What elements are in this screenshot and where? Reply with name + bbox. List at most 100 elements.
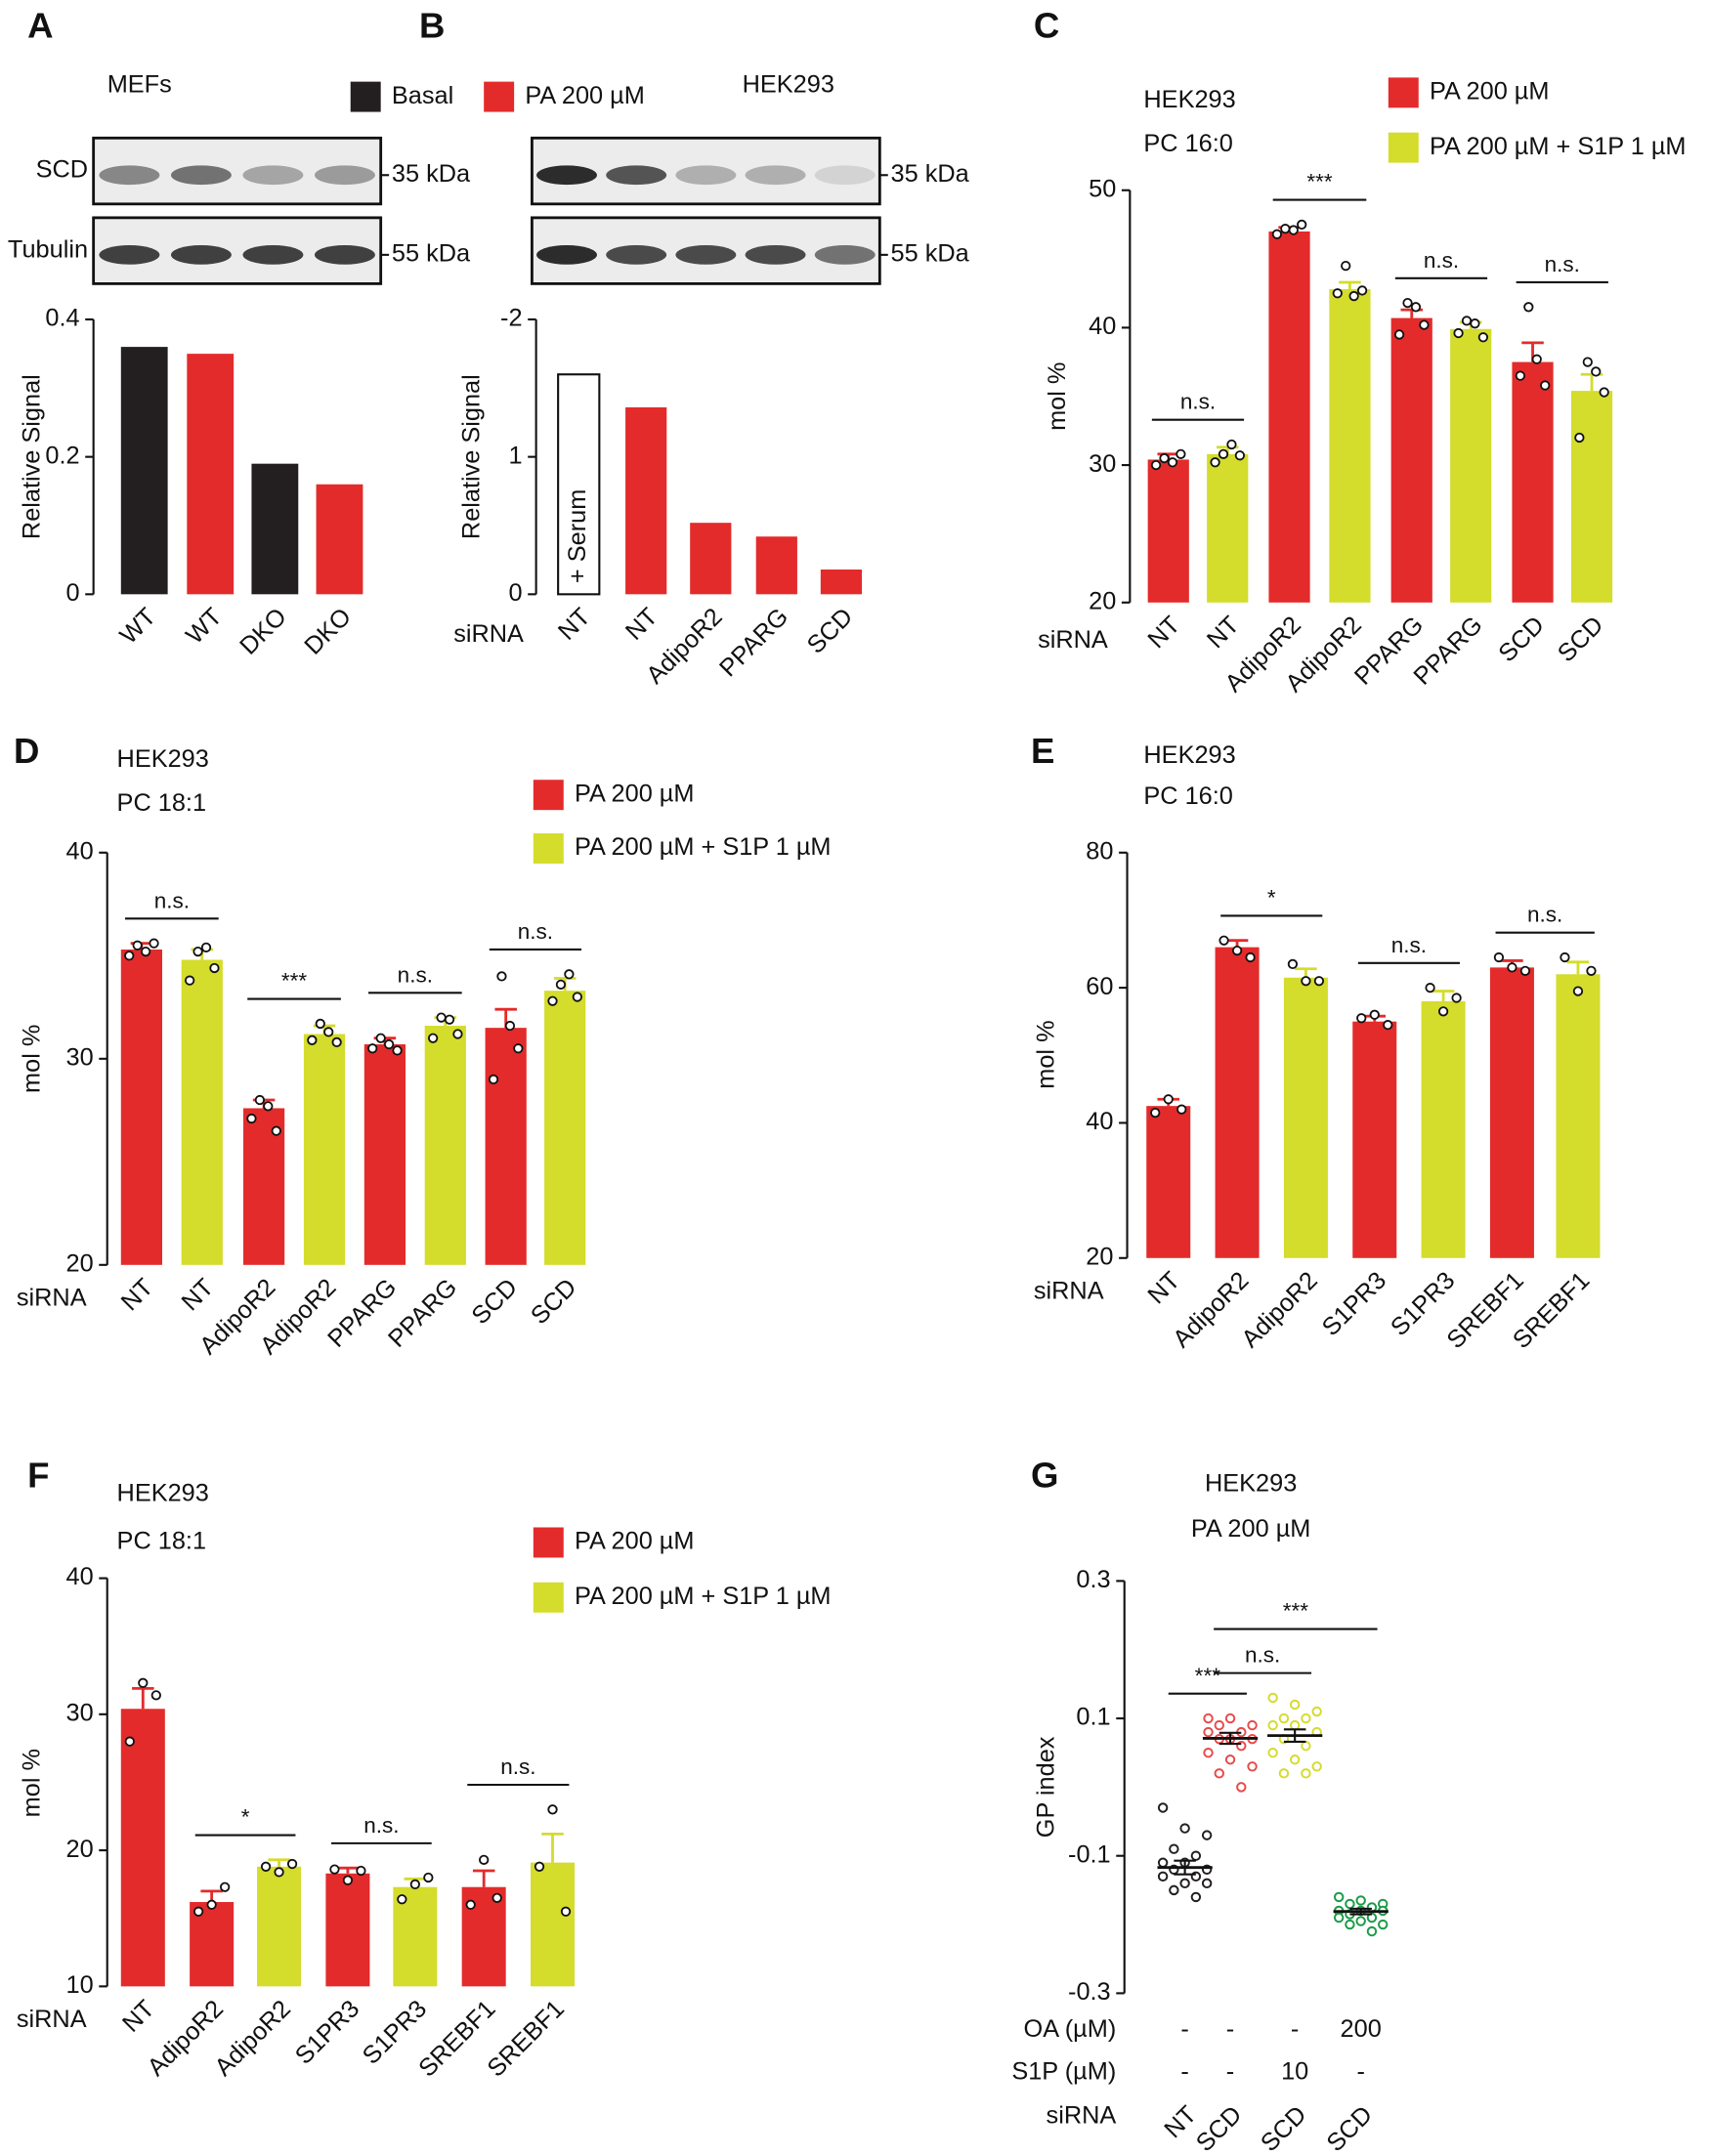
- y-tick-label: 10: [66, 1971, 94, 1999]
- significance-label: n.s.: [1391, 933, 1427, 957]
- bar: [1489, 967, 1534, 1258]
- legend-swatch: [1388, 77, 1419, 108]
- bar: [531, 1862, 576, 1987]
- error-bar: [1339, 280, 1361, 290]
- significance-label: n.s.: [518, 919, 553, 944]
- data-point: [1582, 357, 1593, 367]
- data-point: [1366, 1912, 1378, 1923]
- panel-subtitle: PC 16:0: [1143, 130, 1232, 157]
- data-point: [331, 1036, 342, 1048]
- blot-label: Tubulin: [8, 235, 88, 263]
- data-point: [1356, 1013, 1367, 1024]
- bar: [316, 484, 363, 595]
- blot-kda: 55 kDa: [891, 240, 970, 268]
- blot-band: [675, 165, 737, 186]
- data-point: [1451, 993, 1462, 1003]
- significance-label: *: [241, 1805, 250, 1830]
- row-value: 200: [1341, 2015, 1382, 2043]
- data-point: [1203, 1726, 1214, 1738]
- data-point: [1301, 976, 1311, 987]
- data-point: [479, 1854, 490, 1865]
- data-point: [1345, 1898, 1355, 1910]
- data-point: [1301, 1740, 1311, 1752]
- data-point: [1515, 370, 1526, 381]
- data-point: [1345, 1919, 1355, 1930]
- bar: [690, 523, 732, 595]
- data-point: [1231, 945, 1243, 956]
- data-point: [1301, 1712, 1311, 1724]
- y-axis-label: GP index: [1033, 1736, 1060, 1838]
- data-point: [1333, 1912, 1345, 1923]
- data-point: [1278, 1712, 1290, 1724]
- bar: [181, 959, 223, 1265]
- blot-band: [814, 165, 876, 186]
- bar: [1207, 453, 1249, 603]
- y-tick-label: 20: [1089, 587, 1116, 614]
- legend-swatch: [533, 1582, 564, 1613]
- row-value: -: [1291, 2015, 1299, 2043]
- data-point: [492, 1892, 502, 1903]
- y-tick-label: 40: [1086, 1108, 1113, 1135]
- x-tick-label: WT: [114, 603, 161, 650]
- bar: [485, 1028, 527, 1265]
- data-point: [1288, 225, 1299, 235]
- data-point: [254, 1094, 266, 1106]
- significance-label: *: [1267, 885, 1276, 909]
- x-axis-label: siRNA: [453, 620, 524, 648]
- legend-label: PA 200 µM: [575, 780, 694, 807]
- y-axis-label: Relative Signal: [458, 374, 486, 539]
- bar: [1147, 459, 1189, 603]
- legend-swatch: [484, 81, 515, 112]
- data-point: [1383, 1020, 1393, 1031]
- y-axis-label: mol %: [18, 1025, 45, 1093]
- data-point: [124, 1736, 135, 1747]
- data-point: [1332, 288, 1343, 299]
- bar: [557, 373, 601, 596]
- x-tick-label: NT: [1202, 612, 1245, 655]
- x-tick-label: NT: [177, 1274, 220, 1317]
- data-point: [1245, 951, 1256, 963]
- legend-label: PA 200 µM + S1P 1 µM: [575, 833, 832, 861]
- data-point: [547, 1804, 558, 1815]
- data-point: [1461, 316, 1473, 326]
- error-bar: [472, 1869, 495, 1887]
- bar: [1450, 328, 1492, 603]
- panel-letter: D: [14, 731, 39, 771]
- bar: [120, 347, 168, 595]
- data-point: [1157, 1871, 1169, 1882]
- bar: [1268, 231, 1310, 603]
- data-point: [206, 1899, 217, 1910]
- data-point: [1203, 1712, 1214, 1724]
- x-tick-label: DKO: [299, 603, 357, 660]
- bar: [1556, 974, 1601, 1258]
- bar: [1390, 317, 1432, 603]
- panel-title: HEK293: [743, 71, 834, 99]
- y-tick-label: -2: [500, 305, 523, 332]
- data-point: [1201, 1830, 1213, 1840]
- row-value: -: [1226, 2058, 1234, 2086]
- panel-letter: A: [27, 5, 53, 45]
- data-point: [1574, 432, 1585, 444]
- bar: [120, 949, 162, 1265]
- data-point: [1393, 329, 1405, 340]
- panel: A MEFs Basal PA 200 µM SCD 35 kDa Tubulin 55 kD…: [8, 5, 645, 659]
- data-point: [1201, 1878, 1213, 1889]
- data-point: [1599, 387, 1609, 398]
- data-point: [1301, 1768, 1311, 1779]
- x-tick-label: SCD: [1191, 2101, 1248, 2156]
- data-point: [307, 1035, 318, 1045]
- data-point: [496, 971, 507, 982]
- data-point: [1267, 1748, 1278, 1758]
- blot-band: [99, 245, 160, 265]
- row-value: 10: [1281, 2058, 1308, 2086]
- data-point: [192, 946, 203, 957]
- data-point: [149, 938, 159, 949]
- blot-band: [314, 165, 375, 186]
- data-point: [1540, 380, 1551, 391]
- data-point: [488, 1074, 499, 1085]
- data-point: [1236, 1782, 1247, 1793]
- row-value: -: [1180, 2058, 1188, 2086]
- legend-label: PA 200 µM: [1430, 78, 1549, 106]
- y-tick-label: 1: [508, 442, 522, 469]
